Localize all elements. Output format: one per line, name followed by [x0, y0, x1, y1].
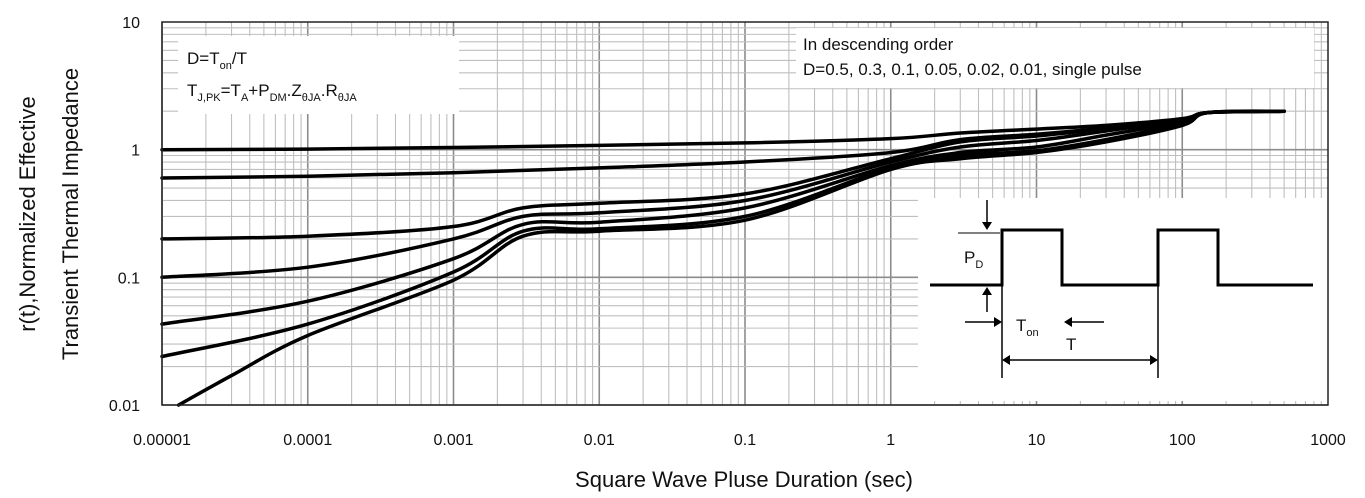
y-axis-label-line1: r(t),Normalized Effective	[15, 96, 40, 332]
plot-frame	[161, 21, 1329, 406]
series-line-5	[160, 109, 1286, 326]
series-line-4	[160, 109, 1286, 280]
order-note-box	[796, 28, 1314, 88]
period-arrow-left-head	[1002, 355, 1010, 365]
y-axis-label-line2: Transient Thermal Impedance	[58, 68, 83, 360]
ton-left-head	[994, 317, 1002, 327]
y-tick-labels: 0.01 0.1 1 10	[109, 15, 140, 415]
pulse-waveform	[930, 228, 1313, 287]
pd-label: PD	[964, 248, 983, 271]
y-tick-label: 0.01	[109, 398, 140, 415]
pulse-inset: PD Ton T	[918, 198, 1328, 401]
pd-arrow-top-head	[982, 222, 992, 230]
x-tick-label: 1	[886, 432, 895, 449]
ton-label: Ton	[1016, 316, 1039, 339]
pd-arrow-bottom-head	[982, 287, 992, 295]
x-tick-labels: 0.00001 0.0001 0.001 0.01 0.1 1 10 100 1000	[133, 432, 1346, 449]
x-tick-label: 0.01	[584, 432, 615, 449]
series-line-6	[160, 109, 1286, 359]
period-label: T	[1066, 335, 1076, 354]
formula-junction-temp: TJ,PK=TA+PDM.ZθJA.RθJA	[187, 81, 357, 104]
order-note-line1: In descending order	[803, 35, 954, 54]
series-line-7	[176, 109, 1286, 407]
period-arrow-right-head	[1150, 355, 1158, 365]
x-tick-label: 0.001	[433, 432, 473, 449]
x-axis-label: Square Wave Pluse Duration (sec)	[575, 467, 913, 492]
y-tick-label: 0.1	[118, 270, 140, 287]
formula-duty-cycle: D=Ton/T	[187, 49, 247, 72]
series-lines	[160, 109, 1286, 407]
x-tick-label: 10	[1028, 432, 1046, 449]
x-tick-label: 0.1	[734, 432, 756, 449]
formula-box	[178, 36, 459, 114]
x-tick-label: 0.0001	[283, 432, 332, 449]
ton-right-head	[1064, 317, 1072, 327]
order-note-line2: D=0.5, 0.3, 0.1, 0.05, 0.02, 0.01, singl…	[803, 60, 1142, 79]
inset-background	[918, 198, 1328, 401]
y-tick-label: 1	[131, 143, 140, 160]
y-tick-label: 10	[122, 15, 140, 32]
x-tick-label: 100	[1169, 432, 1196, 449]
x-tick-label: 1000	[1310, 432, 1346, 449]
x-tick-label: 0.00001	[133, 432, 191, 449]
